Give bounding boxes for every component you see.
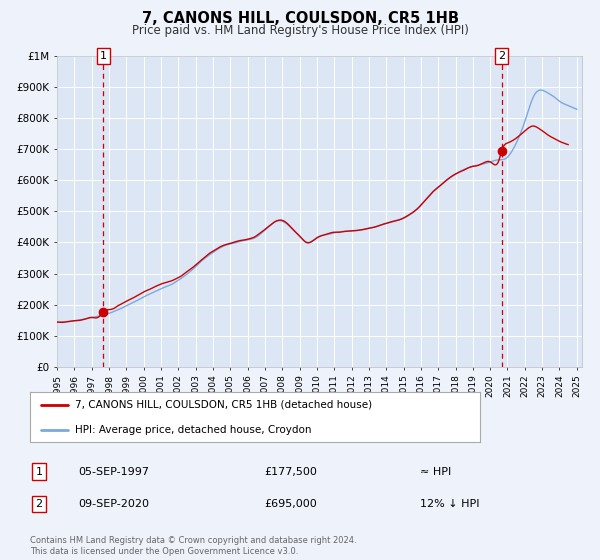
Text: HPI: Average price, detached house, Croydon: HPI: Average price, detached house, Croy… [75, 425, 311, 435]
Text: 1: 1 [35, 466, 43, 477]
Text: £177,500: £177,500 [264, 466, 317, 477]
Text: 2: 2 [35, 499, 43, 509]
Text: 1: 1 [100, 51, 107, 61]
Text: Contains HM Land Registry data © Crown copyright and database right 2024.
This d: Contains HM Land Registry data © Crown c… [30, 536, 356, 556]
Text: Price paid vs. HM Land Registry's House Price Index (HPI): Price paid vs. HM Land Registry's House … [131, 24, 469, 36]
Text: 12% ↓ HPI: 12% ↓ HPI [420, 499, 479, 509]
Text: 7, CANONS HILL, COULSDON, CR5 1HB (detached house): 7, CANONS HILL, COULSDON, CR5 1HB (detac… [75, 400, 372, 409]
Text: 2: 2 [498, 51, 505, 61]
Text: 7, CANONS HILL, COULSDON, CR5 1HB: 7, CANONS HILL, COULSDON, CR5 1HB [142, 11, 458, 26]
Text: 09-SEP-2020: 09-SEP-2020 [78, 499, 149, 509]
Text: 05-SEP-1997: 05-SEP-1997 [78, 466, 149, 477]
Text: £695,000: £695,000 [264, 499, 317, 509]
Text: ≈ HPI: ≈ HPI [420, 466, 451, 477]
